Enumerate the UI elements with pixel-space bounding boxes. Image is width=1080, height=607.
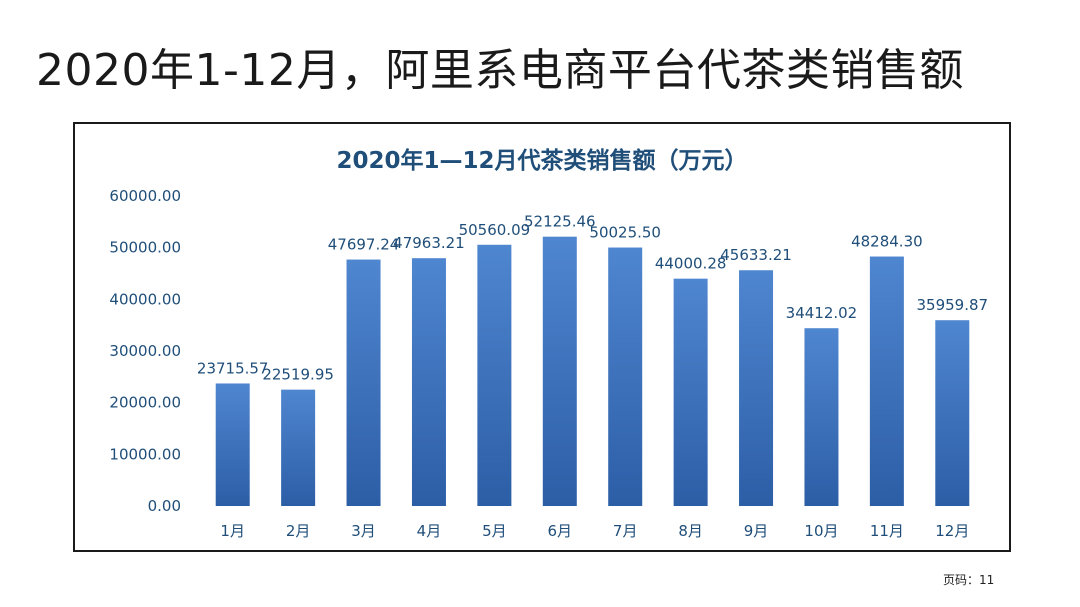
data-label: 52125.46 [524,213,596,231]
bar-10 [804,328,839,506]
bar-8 [673,278,708,506]
bar-3 [346,259,381,506]
data-label: 44000.28 [655,255,727,273]
data-label: 34412.02 [786,304,858,322]
data-label: 47697.24 [328,236,400,254]
data-label: 50560.09 [459,221,531,239]
x-tick-label: 9月 [744,522,769,540]
y-tick-label: 60000.00 [109,187,181,205]
data-label: 22519.95 [262,366,334,384]
bar-2 [281,389,316,506]
data-label: 47963.21 [393,234,465,252]
bar-5 [477,244,512,506]
page-number: 页码：11 [943,573,995,587]
x-tick-label: 10月 [804,522,838,540]
y-tick-label: 10000.00 [109,445,181,463]
x-tick-label: 1月 [220,522,245,540]
y-tick-label: 50000.00 [109,239,181,257]
x-tick-label: 4月 [417,522,442,540]
y-axis: 0.00 10000.00 20000.00 30000.00 40000.00 5000… [109,187,181,515]
slide-title: 2020年1-12月，阿里系电商平台代茶类销售额 [36,45,964,96]
x-tick-label: 7月 [613,522,638,540]
data-label: 50025.50 [589,224,661,242]
y-tick-label: 0.00 [148,497,181,515]
x-axis: 1月 2月 3月 4月 5月 6月 7月 8月 9月 10月 11月 12月 [220,522,969,540]
data-label: 48284.30 [851,233,923,251]
bar-11 [869,256,904,506]
y-tick-label: 20000.00 [109,394,181,412]
x-tick-label: 2月 [286,522,311,540]
bar-9 [739,270,774,506]
data-label: 23715.57 [197,359,269,377]
x-tick-label: 8月 [678,522,703,540]
bar-chart: 2020年1—12月代茶类销售额（万元） 0.00 10000.00 20000.0… [109,147,988,540]
data-label: 35959.87 [917,296,989,314]
x-tick-label: 12月 [935,522,969,540]
bar-6 [542,236,577,506]
chart-frame: 2020年1—12月代茶类销售额（万元） 0.00 10000.00 20000.0… [73,122,1011,552]
y-tick-label: 40000.00 [109,290,181,308]
x-tick-label: 3月 [351,522,376,540]
bar-7 [608,247,643,506]
x-tick-label: 5月 [482,522,507,540]
data-label: 45633.21 [720,246,792,264]
bar-1 [215,383,250,506]
y-tick-label: 30000.00 [109,342,181,360]
x-tick-label: 6月 [548,522,573,540]
bar-4 [411,258,446,506]
bar-12 [935,320,970,506]
chart-title: 2020年1—12月代茶类销售额（万元） [336,147,747,174]
x-tick-label: 11月 [870,522,904,540]
